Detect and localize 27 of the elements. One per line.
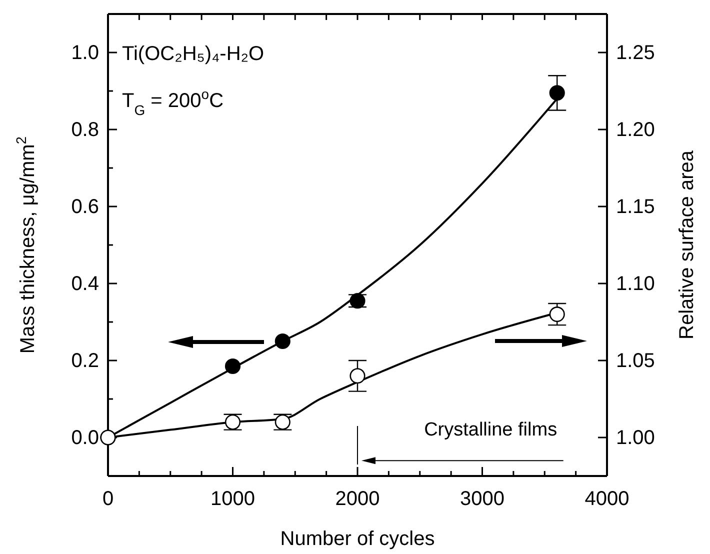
point (224, 358, 241, 374)
point (350, 368, 366, 384)
point (274, 333, 290, 350)
y-tick-label: 1.0 (71, 42, 99, 64)
ref-line-label: Crystalline films (424, 420, 558, 441)
y2-tick-label: 1.05 (616, 350, 655, 372)
y2-tick-label: 1.10 (616, 272, 655, 295)
y-tick-label: 0.0 (71, 426, 99, 449)
point (549, 306, 565, 322)
annotation: Ti(OC₂H₅)₄-H₂O (122, 43, 264, 65)
annotation: T$_{G}$ = 200$^{o}$C (122, 86, 224, 118)
y-tick-label: 0.6 (71, 196, 99, 218)
point (549, 85, 565, 101)
y2-tick-label: 1.25 (616, 42, 655, 64)
x-tick-label: 3000 (460, 488, 504, 510)
y2-tick-label: 1.20 (616, 118, 655, 141)
x-axis-title: Number of cycles (280, 528, 435, 550)
y-tick-label: 0.4 (71, 272, 99, 295)
x-tick-label: 2000 (335, 488, 380, 510)
x-tick-label: 4000 (584, 488, 630, 510)
x-tick-label: 0 (102, 488, 114, 510)
x-tick-label: 1000 (210, 488, 255, 510)
y2-axis-title: Relative surface area (676, 150, 698, 340)
y2-tick-label: 1.15 (616, 196, 655, 218)
y2-tick-label: 1.00 (616, 426, 655, 449)
y-tick-label: 0.8 (71, 118, 99, 141)
y-tick-label: 0.2 (71, 350, 99, 372)
